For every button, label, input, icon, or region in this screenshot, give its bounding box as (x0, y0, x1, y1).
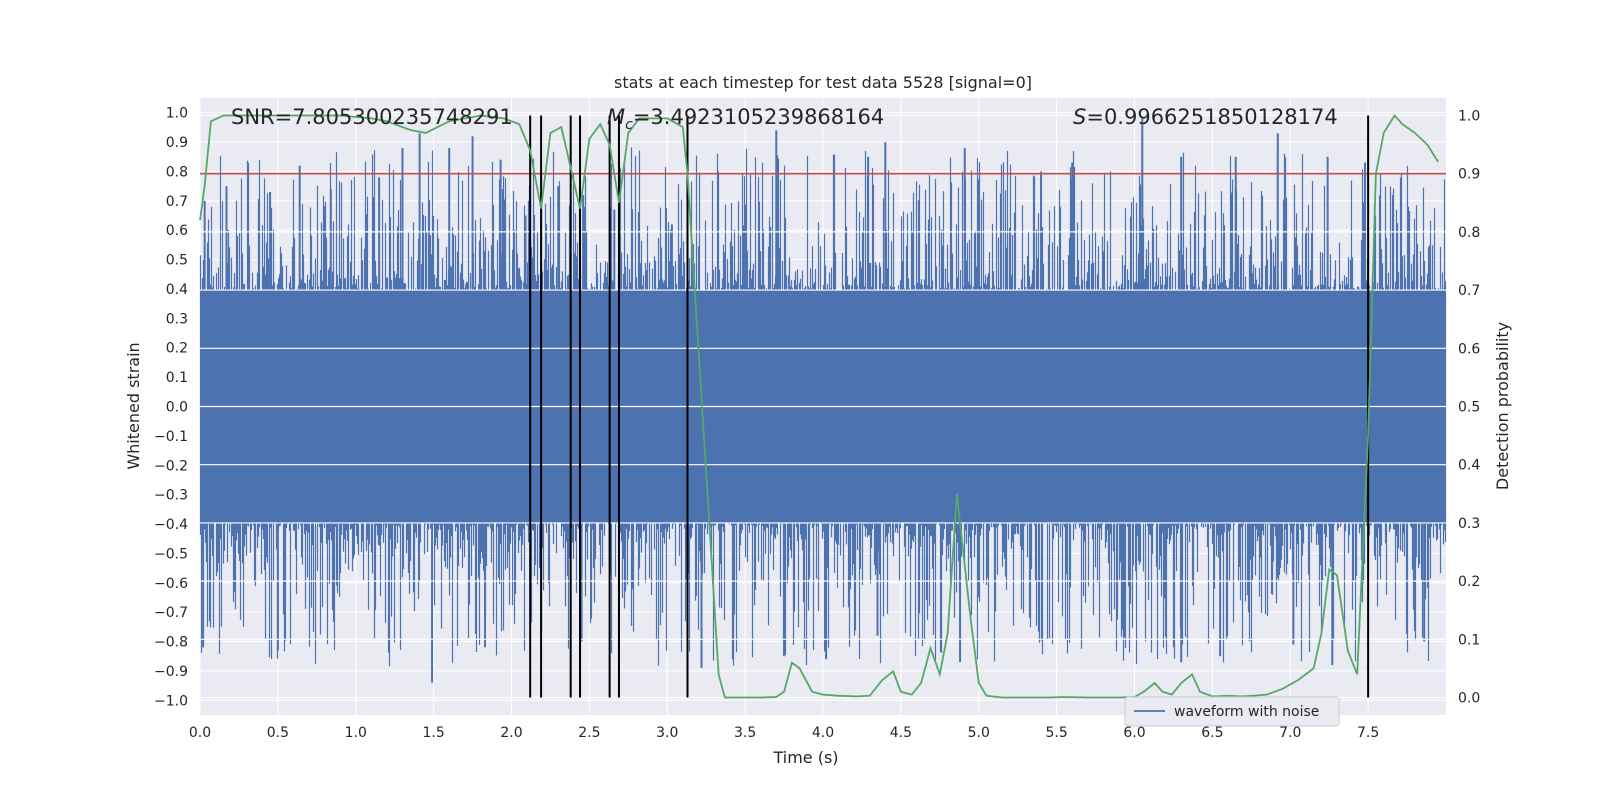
y-tick-3: 0.7 (166, 194, 188, 210)
y-tick-9: 0.1 (166, 370, 188, 386)
y-tick-19: −0.9 (154, 664, 188, 680)
strain-trace (199, 147, 1447, 667)
y-tick-7: 0.3 (166, 311, 188, 327)
legend-box (1124, 696, 1340, 727)
y2-tick-1: 0.9 (1458, 167, 1480, 183)
legend: waveform with noise (1124, 696, 1340, 727)
y-axis-ticks: 1.0 0.9 0.8 0.7 0.6 0.5 0.4 0.3 0.2 0.1 0.0 −0.1 −0.… (154, 106, 188, 710)
x-tick-9: 4.5 (890, 725, 912, 741)
x-axis-label: Time (s) (772, 748, 838, 767)
x-tick-5: 2.5 (578, 725, 600, 741)
y2-tick-10: 0.0 (1458, 691, 1480, 707)
score-symbol: S (1073, 105, 1086, 129)
y-tick-11: −0.1 (154, 429, 188, 445)
y-tick-18: −0.8 (154, 635, 188, 651)
y2-tick-7: 0.3 (1458, 516, 1480, 532)
x-tick-7: 3.5 (734, 725, 756, 741)
chirp-mass-annotation: Mc=3.4923105239868164 (607, 105, 884, 133)
y-tick-0: 1.0 (166, 106, 188, 122)
chirp-mass-subscript: c (625, 117, 633, 133)
y-tick-5: 0.5 (166, 253, 188, 269)
y2-tick-5: 0.5 (1458, 400, 1480, 416)
y2-tick-6: 0.4 (1458, 458, 1480, 474)
y-tick-4: 0.6 (166, 223, 188, 239)
y-tick-2: 0.8 (166, 164, 188, 180)
y-axis-label: Whitened strain (124, 342, 143, 469)
strain-series (199, 118, 1447, 683)
x-tick-2: 1.0 (345, 725, 367, 741)
y-tick-17: −0.7 (154, 605, 188, 621)
y2-tick-4: 0.6 (1458, 341, 1480, 357)
y-tick-8: 0.2 (166, 341, 188, 357)
y2-axis-ticks: 1.0 0.9 0.8 0.7 0.6 0.5 0.4 0.3 0.2 0.1 0.0 (1458, 108, 1480, 706)
x-tick-15: 7.5 (1357, 725, 1379, 741)
x-tick-8: 4.0 (812, 725, 834, 741)
x-tick-14: 7.0 (1279, 725, 1301, 741)
x-tick-1: 0.5 (267, 725, 289, 741)
y2-tick-9: 0.1 (1458, 632, 1480, 648)
y-tick-20: −1.0 (154, 693, 188, 709)
x-tick-11: 5.5 (1045, 725, 1067, 741)
snr-annotation: SNR=7.805300235748291 (231, 105, 513, 129)
y2-tick-8: 0.2 (1458, 574, 1480, 590)
x-axis-ticks: 0.0 0.5 1.0 1.5 2.0 2.5 3.0 3.5 4.0 4.5 5.0 5.5 6.0 6… (189, 725, 1379, 741)
x-tick-12: 6.0 (1123, 725, 1145, 741)
chirp-mass-value: =3.4923105239868164 (633, 105, 884, 129)
y-tick-10: 0.0 (166, 400, 188, 416)
x-tick-0: 0.0 (189, 725, 211, 741)
y-tick-14: −0.4 (154, 517, 188, 533)
score-annotation: S=0.9966251850128174 (1073, 105, 1338, 129)
legend-entry-waveform: waveform with noise (1174, 704, 1319, 720)
y2-axis-label: Detection probability (1493, 322, 1512, 490)
chirp-mass-symbol: M (607, 105, 625, 129)
x-tick-6: 3.0 (656, 725, 678, 741)
y-tick-6: 0.4 (166, 282, 188, 298)
x-tick-3: 1.5 (422, 725, 444, 741)
y-tick-1: 0.9 (166, 135, 188, 151)
y2-tick-0: 1.0 (1458, 108, 1480, 124)
score-value: =0.9966251850128174 (1086, 105, 1337, 129)
y2-tick-2: 0.8 (1458, 225, 1480, 241)
y-tick-16: −0.6 (154, 576, 188, 592)
y-tick-12: −0.2 (154, 458, 188, 474)
y-tick-13: −0.3 (154, 488, 188, 504)
y2-tick-3: 0.7 (1458, 283, 1480, 299)
detection-probability-line (199, 114, 1439, 699)
chart-title: stats at each timestep for test data 552… (614, 73, 1032, 92)
x-tick-4: 2.0 (500, 725, 522, 741)
x-tick-13: 6.5 (1201, 725, 1223, 741)
x-tick-10: 5.0 (968, 725, 990, 741)
y-tick-15: −0.5 (154, 546, 188, 562)
